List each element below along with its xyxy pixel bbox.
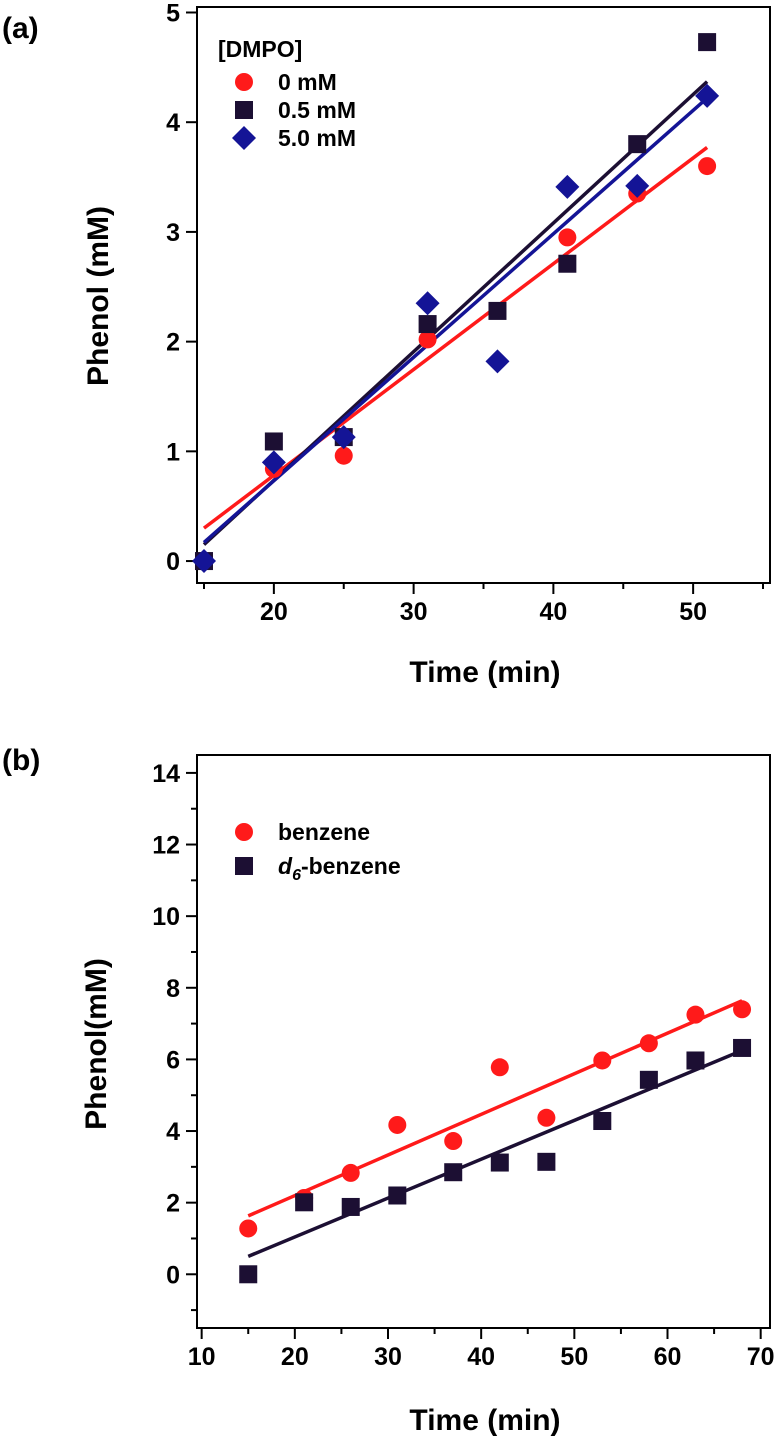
panel-a-legend-marker-2 [232,126,256,150]
panel-a-y-tick-label: 4 [166,109,180,137]
panel-b-point-series-0 [444,1132,463,1151]
panel-b-point-series-1 [444,1163,463,1182]
panel-a-x-tick-label: 20 [260,598,288,626]
panel-a-chart: (a) Phenol (mM) Time (min) [DMPO] 20 30 40… [2,0,771,689]
panel-b-legend-label-1: d6-benzene [278,853,401,884]
panel-b-point-series-0 [490,1058,509,1077]
panel-a-x-tick-label: 40 [539,598,567,626]
panel-b-point-series-0 [686,1005,705,1024]
panel-b-y-tick-label: 2 [166,1190,180,1218]
panel-a-x-axis-label: Time (min) [409,656,560,689]
panel-a-point-series-2 [625,173,650,198]
panel-b-y-tick-label: 6 [166,1046,180,1074]
panel-b-point-series-1 [490,1153,509,1172]
panel-b-point-series-1 [686,1051,705,1070]
panel-a-point-series-2 [695,83,720,108]
panel-b-point-series-1 [593,1112,612,1131]
panel-a-point-series-2 [331,425,356,450]
panel-b-y-tick-label: 4 [166,1118,180,1146]
panel-b-fit-line-0 [247,999,743,1218]
panel-b-fit-line-1 [247,1048,743,1258]
panel-a-point-series-1 [558,254,577,273]
panel-a-y-tick-label: 0 [166,548,180,576]
panel-b-point-series-0 [639,1034,658,1053]
panel-b-legend-label-0: benzene [278,819,370,845]
panel-b-legend-marker-0 [235,823,253,841]
panel-a-point-series-0 [698,157,717,176]
panel-b-y-axis-label: Phenol(mM) [80,958,113,1130]
panel-a-fit-line-2 [202,96,709,544]
panel-b-x-tick-label: 40 [467,1343,495,1371]
panel-a-point-series-2 [261,450,286,475]
panel-a-point-series-0 [418,330,437,349]
panel-a-label: (a) [2,12,39,45]
panel-b-y-tick-label: 8 [166,975,180,1003]
panel-b-point-series-1 [295,1193,314,1212]
panel-b-point-series-0 [593,1051,612,1070]
panel-b-x-tick-label: 50 [560,1343,588,1371]
panel-a-y-tick-label: 3 [166,219,180,247]
panel-a-fit-line-0 [202,146,709,530]
panel-a-x-tick-label: 50 [679,598,707,626]
panel-a-y-axis-label: Phenol (mM) [82,206,115,386]
panel-a-point-series-0 [558,228,577,247]
panel-b-legend-marker-1 [235,857,253,875]
panel-a-point-series-1 [264,432,283,451]
panel-b-label: (b) [2,744,40,777]
panel-b-point-series-1 [239,1265,258,1284]
panel-a-point-series-2 [415,291,440,316]
panel-b-plot-frame [196,754,771,1329]
panel-a-legend-label-1: 0.5 mM [278,97,356,123]
panel-a-point-series-2 [191,549,216,574]
panel-b-point-series-0 [239,1219,258,1238]
panel-b-point-series-0 [341,1163,360,1182]
panel-b-x-tick-label: 60 [654,1343,682,1371]
panel-a-point-series-2 [485,349,510,374]
panel-a-legend-marker-1 [235,101,253,119]
panel-b-point-series-1 [537,1152,556,1171]
panel-b-point-series-0 [388,1115,407,1134]
panel-a-legend-marker-0 [235,73,253,91]
panel-a-legend-title: [DMPO] [218,36,302,62]
panel-b-point-series-1 [341,1197,360,1216]
panel-a-legend-label-2: 5.0 mM [278,125,356,151]
panel-b-y-tick-label: 10 [152,903,180,931]
panel-b-y-tick-label: 0 [166,1261,180,1289]
panel-b-point-series-0 [537,1108,556,1127]
panel-a-y-tick-label: 2 [166,329,180,357]
panel-b-y-tick-label: 12 [152,832,180,860]
panel-b-y-tick-label: 14 [152,760,180,788]
panel-a-y-tick-label: 1 [166,438,180,466]
panel-b-x-tick-label: 10 [188,1343,216,1371]
panel-a-point-series-2 [555,174,580,199]
panel-a-legend-label-0: 0 mM [278,69,337,95]
panel-b-x-tick-label: 30 [374,1343,402,1371]
panel-b-point-series-0 [733,1000,752,1019]
panel-b-x-tick-label: 20 [281,1343,309,1371]
panel-a-point-series-1 [488,301,507,320]
panel-b-point-series-1 [388,1186,407,1205]
panel-b-x-tick-label: 70 [747,1343,775,1371]
panel-a-point-series-1 [628,135,647,154]
panel-a-point-series-0 [334,446,353,465]
panel-b-point-series-1 [733,1038,752,1057]
panel-a-y-tick-label: 5 [166,0,180,27]
panel-b-x-axis-label: Time (min) [409,1404,560,1437]
panel-a-x-tick-label: 30 [400,598,428,626]
panel-b-chart: (b) Phenol(mM) Time (min) 10 20 30 40 50 60 70… [2,744,775,1437]
panel-b-point-series-1 [639,1070,658,1089]
panel-a-point-series-1 [698,33,717,52]
panel-a-point-series-1 [418,315,437,334]
